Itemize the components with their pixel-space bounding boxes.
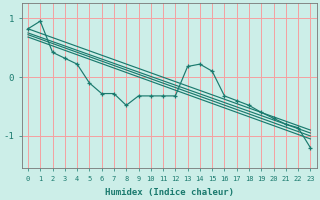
- X-axis label: Humidex (Indice chaleur): Humidex (Indice chaleur): [105, 188, 234, 197]
